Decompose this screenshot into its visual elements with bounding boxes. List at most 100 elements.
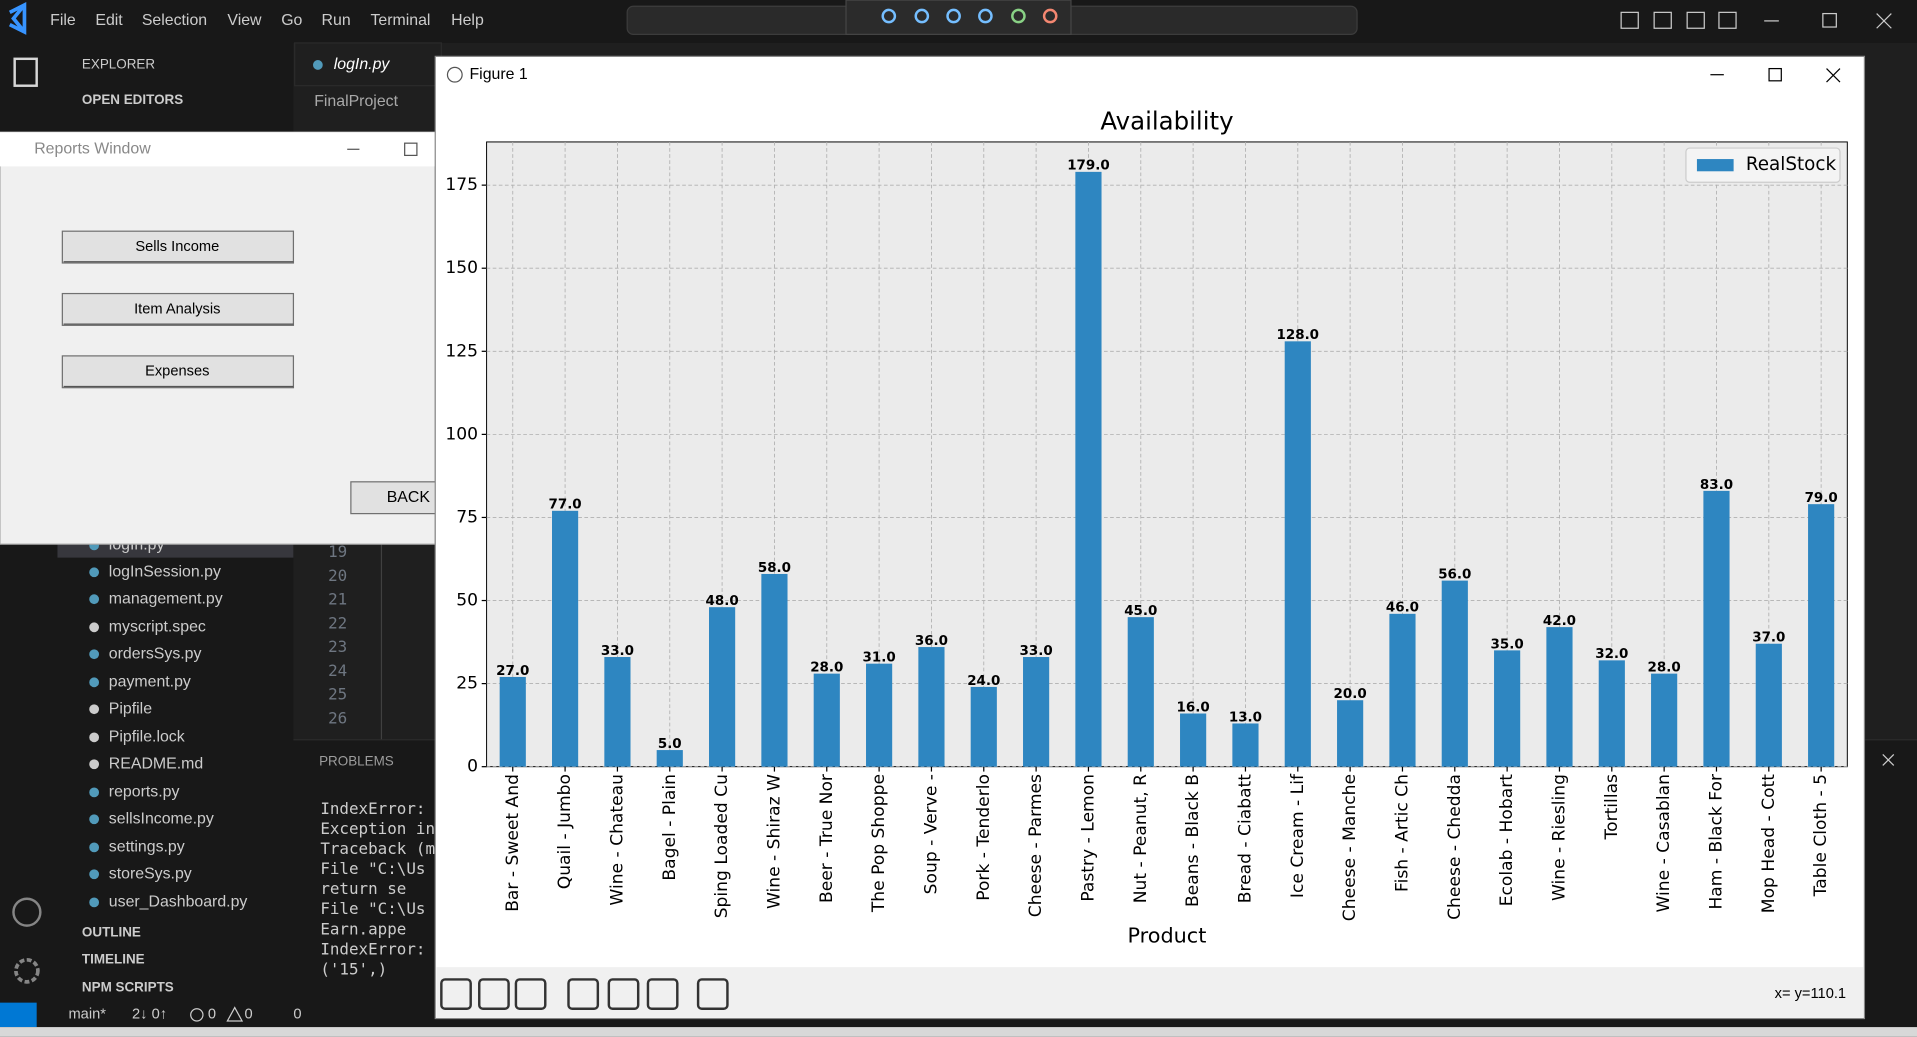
x-tick-label: Bar - Sweet And: [503, 774, 523, 912]
sidebar-section[interactable]: OUTLINE: [82, 925, 141, 940]
menu-item[interactable]: Edit: [95, 12, 123, 29]
file-name[interactable]: settings.py: [109, 839, 185, 856]
report-button-label[interactable]: Sells Income: [135, 239, 219, 255]
x-tick-label: Pastry - Lemon: [1078, 774, 1098, 902]
file-icon: [89, 677, 100, 688]
x-tick-label: Bagel - Plain: [660, 774, 680, 881]
x-tick-label: Wine - Riesling: [1549, 774, 1569, 901]
file-name[interactable]: myscript.spec: [109, 619, 206, 636]
x-tick-label: Wine - Chateau: [607, 774, 627, 906]
chart-title: Availability: [1100, 106, 1233, 135]
file-icon: [89, 704, 100, 715]
debug-button[interactable]: [1042, 8, 1058, 24]
back-button-label[interactable]: BACK: [387, 489, 431, 506]
line-number: 19: [328, 542, 347, 561]
y-tick-label: 75: [456, 507, 478, 527]
toolbar-button: [478, 978, 510, 1010]
x-tick-label: Quail - Jumbo: [555, 774, 575, 889]
file-icon: [89, 759, 100, 770]
x-tick-label: Cheese - Manche: [1340, 774, 1360, 921]
file-name[interactable]: user_Dashboard.py: [109, 894, 248, 911]
panel-tab[interactable]: PROBLEMS: [319, 753, 394, 768]
file-name[interactable]: ordersSys.py: [109, 645, 202, 662]
warning-icon: [226, 1006, 244, 1022]
toolbar-button: [607, 978, 640, 1010]
menu-item[interactable]: View: [227, 12, 262, 29]
report-button-label[interactable]: Item Analysis: [134, 301, 220, 317]
debug-button[interactable]: [1011, 8, 1026, 24]
bar: [1494, 650, 1521, 767]
file-name[interactable]: logInSession.py: [109, 563, 221, 580]
menu-item[interactable]: Run: [322, 12, 351, 29]
file-name[interactable]: Pipfile: [109, 700, 152, 717]
file-icon: [89, 869, 100, 880]
menu-item[interactable]: File: [50, 12, 76, 29]
git-sync[interactable]: 2↓ 0↑: [132, 1007, 167, 1023]
side-close[interactable]: [1882, 754, 1895, 766]
data-label: 46.0: [1386, 601, 1419, 616]
menu-item[interactable]: Selection: [142, 12, 207, 29]
plot-area: [486, 141, 1848, 768]
terminal-line: ('15',): [320, 959, 387, 978]
bar: [1598, 660, 1625, 767]
line-number: 20: [328, 566, 347, 585]
bar: [1441, 580, 1468, 767]
bar: [1127, 617, 1154, 767]
debug-button[interactable]: [881, 8, 897, 24]
menu-item[interactable]: Help: [451, 12, 484, 29]
debug-button[interactable]: [978, 8, 993, 24]
x-tick-label: Soup - Verve -: [921, 774, 941, 894]
bar: [1075, 171, 1102, 767]
file-name[interactable]: storeSys.py: [109, 865, 192, 882]
file-icon: [89, 842, 100, 853]
data-label: 83.0: [1700, 478, 1733, 493]
file-icon: [89, 787, 100, 798]
file-name[interactable]: README.md: [109, 755, 203, 772]
terminal-line: IndexError: l: [320, 799, 444, 818]
figure-close[interactable]: [1826, 68, 1841, 83]
close-button[interactable]: [1876, 13, 1892, 29]
report-button-label[interactable]: Expenses: [145, 364, 209, 380]
data-label: 45.0: [1124, 604, 1157, 619]
bar: [1284, 341, 1311, 767]
debug-button[interactable]: [914, 8, 930, 24]
port-count[interactable]: 0: [293, 1007, 301, 1023]
x-tick-label: Wine - Shiraz W: [764, 774, 784, 909]
file-name[interactable]: sellsIncome.py: [109, 810, 214, 827]
figure-title: Figure 1: [469, 66, 527, 83]
toolbar-button: [514, 978, 547, 1010]
sidebar-section[interactable]: TIMELINE: [82, 951, 145, 966]
menu-item[interactable]: Go: [281, 12, 302, 29]
file-name[interactable]: Pipfile.lock: [109, 729, 185, 746]
file-name[interactable]: management.py: [109, 590, 223, 607]
back-button: [350, 481, 450, 515]
data-label: 36.0: [915, 634, 948, 649]
file-name[interactable]: payment.py: [109, 674, 191, 691]
reports-maximize: [404, 142, 418, 157]
account-icon: [12, 897, 42, 927]
settings-icon: [14, 958, 40, 984]
x-tick-label: The Pop Shoppe: [869, 774, 889, 913]
vscode-logo: [8, 2, 27, 35]
bar: [1703, 490, 1730, 767]
legend: [1685, 147, 1841, 183]
file-icon: [89, 594, 100, 605]
layout-button: [1686, 11, 1705, 29]
menu-item[interactable]: Terminal: [370, 12, 430, 29]
figure-maximize: [1768, 67, 1782, 82]
terminal-line: File "C:\Us: [320, 859, 425, 878]
sidebar-section[interactable]: NPM SCRIPTS: [82, 980, 174, 995]
debug-button[interactable]: [946, 8, 961, 24]
terminal-line: return se: [320, 879, 406, 898]
error-count[interactable]: 0: [208, 1007, 216, 1023]
git-branch[interactable]: main*: [68, 1007, 106, 1023]
explorer-title: EXPLORER: [82, 56, 155, 71]
bar: [970, 686, 997, 767]
file-name[interactable]: reports.py: [109, 784, 180, 801]
warning-count[interactable]: 0: [245, 1007, 253, 1023]
y-tick-label: 175: [445, 175, 478, 195]
terminal-line: Traceback (mo: [320, 839, 444, 858]
toolbar-button: [696, 978, 729, 1010]
editor-tab-label[interactable]: logIn.py: [334, 56, 391, 73]
line-number: 24: [328, 661, 347, 680]
